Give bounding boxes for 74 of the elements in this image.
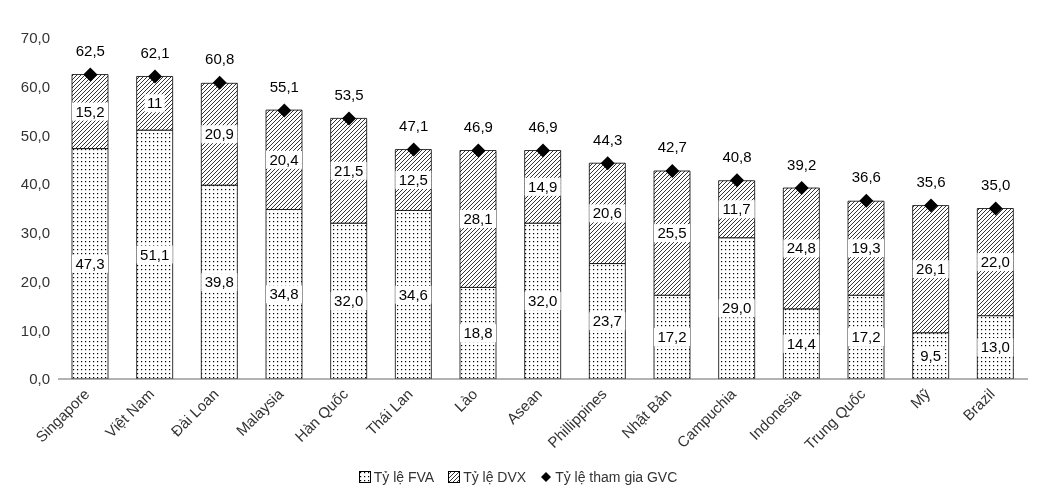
point	[859, 193, 874, 208]
data-label: 14,9	[528, 177, 558, 195]
data-label: 34,8	[269, 285, 299, 303]
data-label: 47,3	[75, 254, 105, 272]
data-label: 24,8	[786, 239, 816, 257]
data-label: 46,9	[528, 118, 558, 136]
data-label: 44,3	[593, 130, 623, 148]
data-label: 22,0	[980, 253, 1010, 271]
point	[988, 201, 1003, 216]
data-label: 53,5	[334, 85, 364, 103]
data-label: 20,6	[592, 204, 622, 222]
data-label: 19,3	[851, 239, 881, 257]
data-label: 40,8	[722, 147, 752, 165]
data-label: 35,0	[981, 175, 1011, 193]
data-label: 17,2	[657, 328, 687, 346]
point	[406, 142, 421, 157]
data-label: 15,2	[75, 102, 105, 120]
point	[924, 198, 938, 213]
data-label: 21,5	[334, 161, 364, 179]
data-label: 28,1	[463, 209, 493, 227]
data-label: 34,6	[398, 285, 428, 303]
data-label: 18,8	[463, 324, 493, 342]
data-label: 62,5	[75, 42, 105, 60]
data-label: 25,5	[657, 224, 687, 242]
data-label: 47,1	[399, 117, 429, 135]
y-tick-label: 10,0	[20, 321, 50, 339]
point	[794, 181, 809, 196]
point	[471, 143, 486, 158]
data-label: 11,7	[722, 200, 751, 218]
data-label: 36,6	[851, 168, 881, 186]
data-label: 32,0	[528, 292, 558, 310]
point	[536, 143, 550, 158]
data-label: 20,9	[204, 125, 234, 143]
data-label: 46,9	[463, 118, 493, 136]
data-label: 51,1	[140, 245, 170, 263]
point	[148, 69, 162, 84]
data-label: 26,1	[916, 260, 946, 278]
x-tick-label: Mỹ	[906, 384, 934, 412]
data-label: 29,0	[722, 299, 752, 317]
data-label: 39,8	[204, 273, 234, 291]
point	[277, 103, 292, 118]
y-tick-label: 30,0	[20, 224, 50, 242]
data-label: 39,2	[787, 155, 817, 173]
data-label: 11	[146, 94, 163, 112]
y-tick-label: 70,0	[20, 29, 50, 47]
point	[600, 156, 615, 171]
data-label: 32,0	[334, 292, 364, 310]
point	[83, 67, 98, 82]
data-label: 23,7	[592, 312, 622, 330]
data-label: 42,7	[657, 138, 687, 156]
y-tick-label: 20,0	[20, 272, 50, 290]
x-tick-label: Thái Lan	[362, 385, 416, 439]
data-label: 55,1	[269, 78, 299, 96]
legend-label: Tỷ lệ FVA	[373, 469, 435, 485]
legend-label: Tỷ lệ DVX	[463, 469, 527, 485]
point	[730, 173, 744, 188]
y-tick-label: 50,0	[20, 126, 50, 144]
data-label: 60,8	[205, 50, 235, 68]
data-label: 14,4	[786, 334, 816, 352]
y-tick-label: 0,0	[29, 370, 50, 388]
y-tick-label: 40,0	[20, 175, 50, 193]
data-label: 20,4	[269, 150, 299, 168]
data-label: 9,5	[920, 346, 942, 364]
data-label: 62,1	[140, 43, 170, 61]
point	[665, 163, 680, 178]
legend-label: Tỷ lệ tham gia GVC	[555, 469, 678, 485]
data-label: 12,5	[398, 171, 428, 188]
point	[342, 111, 356, 126]
data-label: 35,6	[916, 173, 946, 191]
x-tick-label: Lào	[450, 385, 481, 415]
point	[212, 75, 227, 90]
data-label: 17,2	[851, 328, 881, 346]
y-tick-label: 60,0	[20, 78, 50, 96]
data-label: 13,0	[980, 338, 1010, 356]
